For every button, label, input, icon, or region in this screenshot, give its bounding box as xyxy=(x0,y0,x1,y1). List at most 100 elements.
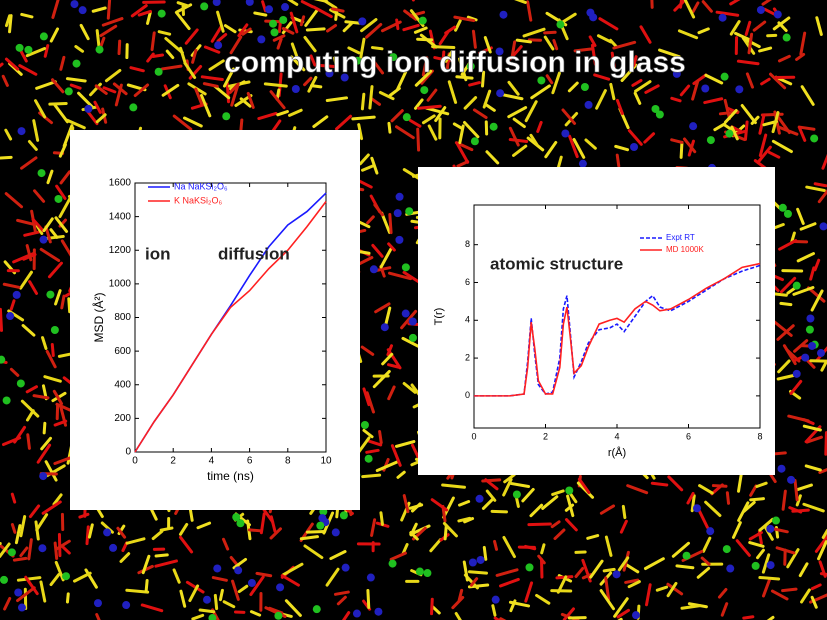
bond xyxy=(215,595,216,608)
bond xyxy=(307,532,324,533)
atom xyxy=(395,236,403,244)
bond xyxy=(220,590,222,599)
bond xyxy=(473,31,475,47)
bond xyxy=(108,0,109,18)
atom xyxy=(276,583,284,591)
atom xyxy=(752,562,760,570)
slide: computing ion diffusion in glass 0246810… xyxy=(0,0,827,620)
bond xyxy=(119,41,120,53)
atom xyxy=(374,608,382,616)
atom xyxy=(65,87,73,95)
bond xyxy=(713,486,726,487)
atom xyxy=(365,455,373,463)
legend-label: Expt RT xyxy=(666,233,695,242)
y-tick-label: 4 xyxy=(465,315,470,325)
atom xyxy=(396,193,404,201)
atom xyxy=(3,396,11,404)
bond xyxy=(469,572,486,573)
bond xyxy=(152,33,154,50)
atom xyxy=(409,334,417,342)
atom xyxy=(389,560,397,568)
atom xyxy=(492,596,500,604)
atom xyxy=(721,73,729,81)
bond xyxy=(793,510,808,511)
bond xyxy=(62,296,64,308)
bond xyxy=(811,361,827,362)
atom xyxy=(38,169,46,177)
bond xyxy=(418,129,419,150)
atom xyxy=(17,379,25,387)
bond xyxy=(363,475,380,477)
legend-label: Na NaKSi₂O₆ xyxy=(174,181,228,191)
atom xyxy=(757,6,765,14)
y-tick-label: 200 xyxy=(114,413,131,424)
bond xyxy=(826,433,827,455)
atom xyxy=(109,544,117,552)
y-tick-label: 0 xyxy=(125,447,131,458)
atom xyxy=(236,519,244,527)
atom xyxy=(316,522,324,530)
bond xyxy=(389,123,390,132)
atom xyxy=(213,564,221,572)
atom xyxy=(158,10,166,18)
atom xyxy=(416,568,424,576)
atom xyxy=(222,112,230,120)
atom xyxy=(318,514,326,522)
atom xyxy=(271,28,279,36)
atom xyxy=(689,122,697,130)
atom xyxy=(394,209,402,217)
atom xyxy=(581,83,589,91)
atom xyxy=(701,85,709,93)
atom xyxy=(358,17,366,25)
y-tick-label: 400 xyxy=(114,379,131,390)
y-tick-label: 2 xyxy=(465,352,470,362)
y-tick-label: 0 xyxy=(465,390,470,400)
bond xyxy=(200,610,214,612)
atom xyxy=(630,143,638,151)
bond xyxy=(681,142,682,157)
atom xyxy=(513,491,521,499)
atom xyxy=(234,566,242,574)
atom xyxy=(96,46,104,54)
atom xyxy=(265,5,273,13)
bond xyxy=(744,617,753,618)
atom xyxy=(79,6,87,14)
annotation: atomic structure xyxy=(490,254,623,273)
atom xyxy=(353,610,361,618)
atom xyxy=(84,105,92,113)
bond xyxy=(161,528,172,530)
atom xyxy=(409,317,417,325)
atom xyxy=(806,314,814,322)
atom xyxy=(632,611,640,619)
atom xyxy=(370,265,378,273)
bond xyxy=(517,40,530,42)
bond xyxy=(153,55,162,57)
bond xyxy=(510,140,526,142)
atom xyxy=(817,349,825,357)
bond xyxy=(69,299,70,312)
bond xyxy=(484,547,486,559)
atom xyxy=(46,291,54,299)
x-tick-label: 10 xyxy=(320,456,332,467)
atom xyxy=(477,556,485,564)
bond xyxy=(0,309,1,330)
bond xyxy=(617,155,619,166)
atom xyxy=(14,589,22,597)
atom xyxy=(735,85,743,93)
y-axis-label: T(r) xyxy=(433,308,445,326)
bond xyxy=(545,32,555,33)
atom xyxy=(40,32,48,40)
bond xyxy=(311,86,320,87)
atom xyxy=(787,476,795,484)
atom xyxy=(471,137,479,145)
atom xyxy=(403,113,411,121)
atom xyxy=(51,326,59,334)
atom xyxy=(39,472,47,480)
atom xyxy=(810,134,818,142)
atom xyxy=(779,204,787,212)
atom xyxy=(200,2,208,10)
bond xyxy=(445,526,446,539)
atom xyxy=(73,60,81,68)
atom xyxy=(808,342,816,350)
bond xyxy=(301,537,317,539)
